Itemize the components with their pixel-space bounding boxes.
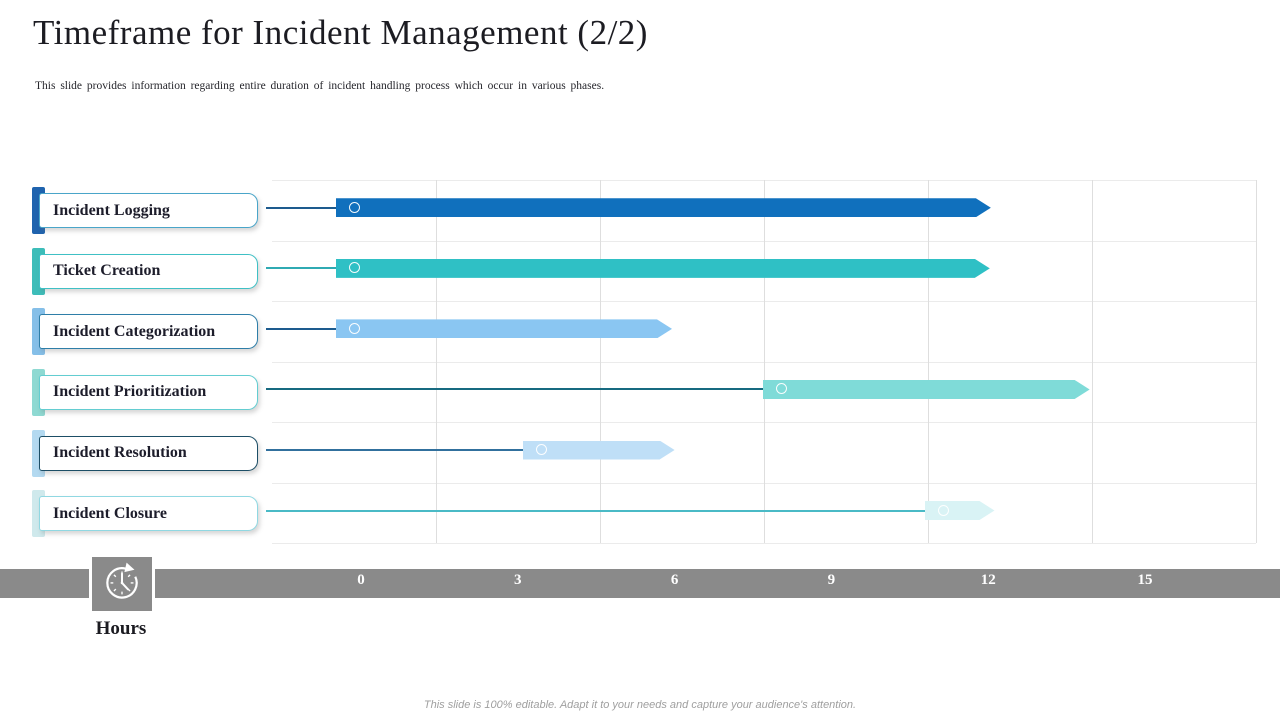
- gridline-vertical: [928, 180, 929, 544]
- timeline-bar: [523, 441, 675, 460]
- gridline-vertical: [436, 180, 437, 544]
- bar-start-marker: [348, 322, 360, 334]
- timeline-connector-line: [266, 449, 523, 451]
- gridline-vertical: [1256, 180, 1257, 544]
- timeline-connector-line: [266, 327, 336, 330]
- bar-start-marker: [348, 201, 360, 213]
- clock-tile: [89, 557, 155, 611]
- bar-start-marker: [535, 444, 547, 455]
- timeline-bar: [336, 319, 672, 338]
- phase-label-box: Incident Prioritization: [39, 374, 258, 410]
- phase-label-text: Incident Resolution: [53, 444, 187, 461]
- axis-tick-label: 12: [980, 572, 996, 588]
- phase-label-text: Incident Prioritization: [53, 383, 207, 401]
- slide-subtitle: This slide provides information regardin…: [35, 80, 605, 92]
- timeline-bar: [925, 501, 995, 520]
- footer-note: This slide is 100% editable. Adapt it to…: [423, 699, 857, 711]
- axis-tick-label: 9: [827, 572, 836, 588]
- bar-start-marker: [937, 504, 949, 516]
- gridline-vertical: [1092, 180, 1093, 544]
- axis-tick-label: 6: [670, 572, 679, 588]
- clock-tile-inner: [92, 557, 152, 611]
- axis-tick-label: 15: [1137, 572, 1153, 588]
- clock-history-icon: [100, 560, 144, 609]
- phase-label-box: Incident Categorization: [39, 314, 258, 350]
- gridline-vertical: [600, 180, 601, 544]
- timeline-bar: [336, 259, 990, 278]
- timeline-bar: [763, 380, 1090, 399]
- timeline-connector-line: [266, 509, 925, 512]
- timeline-bar: [336, 198, 991, 217]
- phase-label-box: Incident Resolution: [39, 435, 258, 471]
- axis-ribbon: [0, 569, 1280, 598]
- phase-label-text: Ticket Creation: [53, 262, 161, 280]
- gridline-vertical: [764, 180, 765, 544]
- gridline-horizontal: [272, 543, 1256, 545]
- timeline-connector-line: [266, 267, 336, 270]
- page-title: Timeframe for Incident Management (2/2): [33, 13, 648, 52]
- phase-label-box: Ticket Creation: [39, 253, 258, 289]
- phase-label-text: Incident Categorization: [53, 322, 216, 340]
- phase-label-text: Incident Closure: [53, 504, 167, 522]
- bar-start-marker: [348, 262, 360, 274]
- axis-unit-label: Hours: [95, 618, 147, 639]
- axis-tick-label: 0: [357, 572, 365, 588]
- phase-label-text: Incident Logging: [53, 201, 170, 219]
- phase-label-box: Incident Logging: [39, 193, 258, 229]
- timeline-connector-line: [266, 388, 763, 391]
- axis-tick-label: 3: [514, 572, 522, 588]
- phase-label-box: Incident Closure: [39, 496, 258, 532]
- bar-start-marker: [775, 383, 787, 395]
- timeline-connector-line: [266, 206, 336, 209]
